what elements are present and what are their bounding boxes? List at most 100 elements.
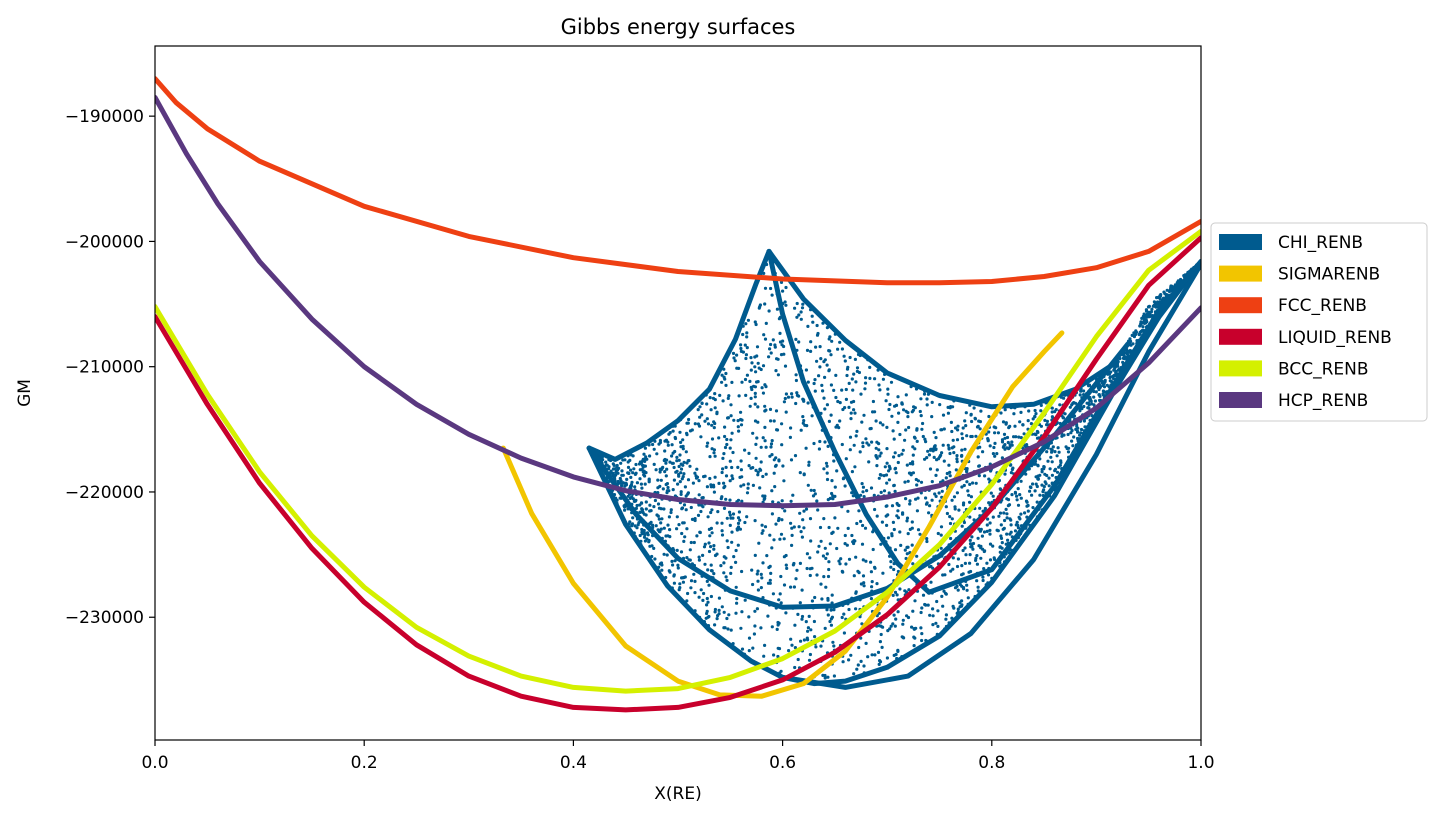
chi-scatter-point	[814, 645, 818, 649]
chi-scatter-point	[725, 437, 729, 442]
chi-scatter-point	[911, 460, 915, 464]
chi-scatter-point	[823, 375, 827, 379]
chi-scatter-point	[1019, 410, 1023, 414]
chi-scatter-point	[634, 462, 638, 467]
chi-scatter-point	[1038, 457, 1042, 461]
chi-scatter-point	[763, 409, 767, 413]
chi-scatter-point	[1043, 418, 1047, 422]
chi-scatter-point	[906, 479, 910, 483]
chi-scatter-point	[911, 471, 916, 475]
chi-scatter-point	[728, 459, 732, 463]
chi-scatter-point	[905, 519, 909, 523]
chi-scatter-point	[843, 533, 847, 538]
chi-scatter-point	[819, 644, 823, 648]
chi-scatter-point	[806, 638, 810, 642]
chi-scatter-point	[1050, 448, 1054, 452]
chi-scatter-point	[1060, 434, 1064, 438]
chi-scatter-point	[654, 524, 658, 528]
chi-scatter-point	[991, 494, 995, 498]
chi-scatter-point	[919, 480, 924, 484]
chi-scatter-point	[795, 301, 799, 306]
chi-scatter-point	[794, 373, 798, 377]
chi-scatter-point	[699, 435, 703, 439]
chi-scatter-point	[889, 565, 893, 569]
chi-scatter-point	[782, 537, 786, 541]
chi-scatter-point	[974, 434, 978, 438]
chi-scatter-point	[794, 378, 799, 383]
chi-scatter-point	[1063, 412, 1067, 416]
chi-scatter-point	[988, 532, 992, 536]
chi-scatter-point	[949, 420, 954, 424]
chi-scatter-point	[793, 306, 797, 310]
chi-scatter-point	[777, 317, 782, 321]
chi-scatter-point	[912, 627, 916, 631]
chi-scatter-point	[1039, 409, 1043, 413]
chi-scatter-point	[923, 602, 927, 607]
chi-scatter-point	[709, 485, 713, 489]
chi-scatter-point	[1033, 489, 1037, 493]
chi-scatter-point	[956, 607, 960, 611]
chi-scatter-point	[736, 543, 740, 547]
chi-scatter-point	[739, 417, 743, 422]
chi-scatter-point	[964, 424, 968, 428]
chi-scatter-point	[877, 442, 881, 446]
chi-scatter-point	[842, 612, 846, 616]
chi-scatter-point	[675, 548, 679, 553]
chi-scatter-point	[827, 525, 831, 530]
chi-scatter-point	[873, 565, 877, 569]
x-tick-label: 0.6	[769, 753, 796, 773]
chi-scatter-point	[649, 509, 653, 513]
chi-scatter-point	[747, 615, 751, 619]
chi-scatter-point	[1003, 436, 1007, 440]
chi-scatter-point	[892, 527, 896, 532]
chi-scatter-point	[1082, 389, 1086, 393]
chi-scatter-point	[1146, 315, 1150, 319]
chi-scatter-point	[709, 594, 714, 599]
chi-scatter-point	[705, 603, 709, 607]
chi-scatter-point	[779, 280, 784, 284]
chi-scatter-point	[862, 664, 866, 668]
chi-scatter-point	[893, 590, 898, 595]
chi-scatter-point	[623, 484, 627, 488]
chi-scatter-point	[1016, 523, 1020, 528]
chi-scatter-point	[689, 579, 694, 583]
chi-scatter-point	[712, 448, 717, 452]
chi-scatter-point	[732, 418, 736, 422]
legend-swatch	[1219, 234, 1262, 250]
chi-scatter-point	[877, 476, 881, 480]
chi-scatter-point	[852, 408, 856, 412]
chi-scatter-point	[737, 366, 741, 370]
chi-boundary-curve	[586, 248, 772, 462]
chi-scatter-point	[766, 581, 771, 585]
chi-scatter-point	[892, 437, 896, 441]
chi-scatter-point	[918, 532, 922, 536]
chi-scatter-point	[861, 444, 865, 449]
chi-scatter-point	[1103, 380, 1107, 384]
chi-scatter-point	[922, 392, 927, 396]
chi-scatter-point	[996, 431, 1001, 435]
chi-scatter-point	[946, 411, 951, 415]
chi-scatter-point	[782, 583, 787, 587]
chi-scatter-point	[745, 515, 749, 519]
chi-scatter-point	[865, 489, 869, 493]
chi-scatter-point	[948, 521, 953, 526]
chi-scatter-point	[817, 447, 822, 451]
chi-scatter-point	[980, 534, 985, 538]
chi-scatter-point	[761, 561, 765, 565]
chi-scatter-point	[931, 449, 935, 453]
chi-scatter-point	[713, 392, 717, 396]
chi-scatter-point	[862, 413, 866, 417]
chi-scatter-point	[696, 408, 700, 412]
chi-scatter-point	[1066, 450, 1071, 454]
chi-scatter-point	[721, 467, 725, 471]
chi-scatter-point	[745, 335, 749, 339]
chi-scatter-point	[838, 419, 842, 423]
chi-scatter-point	[640, 501, 644, 505]
chi-scatter-point	[988, 521, 992, 525]
chi-scatter-point	[904, 497, 908, 501]
chi-scatter-point	[831, 494, 835, 498]
chi-scatter-point	[749, 396, 753, 400]
chi-scatter-point	[749, 356, 753, 360]
chi-scatter-point	[743, 520, 747, 525]
chi-scatter-point	[823, 673, 827, 678]
